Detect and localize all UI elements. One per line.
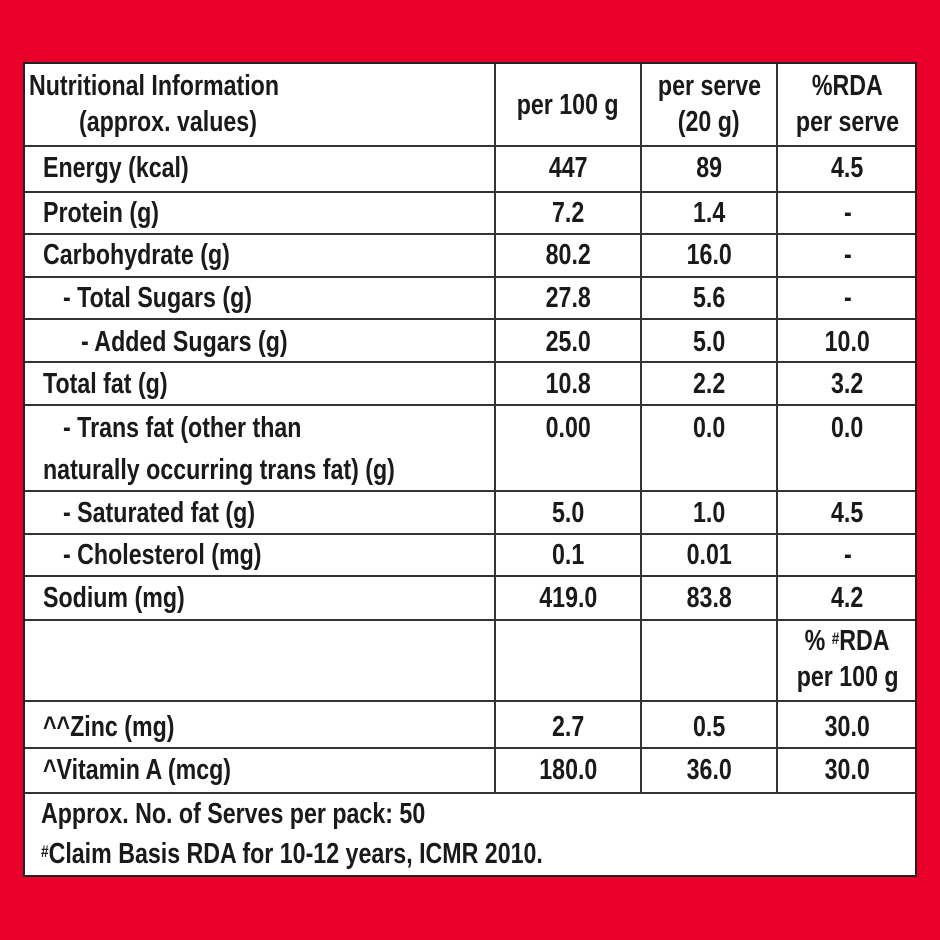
table-row: Total fat (g) 10.8 2.2 3.2 [25, 363, 915, 406]
micronutrient-subheader-row: % #RDA per 100 g [25, 621, 915, 702]
nutrient-name: - Total Sugars (g) [63, 282, 253, 314]
nutrient-name: - Cholesterol (mg) [63, 539, 262, 571]
nutrient-name: Total fat (g) [43, 368, 168, 400]
value-per-serve: 1.0 [640, 492, 776, 533]
value-per-100g: 0.1 [494, 535, 640, 575]
nutrient-name: Protein (g) [43, 197, 159, 229]
hash-footnote-marker: # [832, 629, 840, 648]
header-nutritional-information: Nutritional Information (approx. values) [25, 64, 494, 145]
header-rda-per-100g: % #RDA per 100 g [776, 621, 917, 700]
nutrient-name: - Trans fat (other than naturally occurr… [43, 412, 395, 486]
value-rda: - [776, 278, 917, 318]
value-rda: 0.0 [776, 406, 917, 490]
nutrient-name: Energy (kcal) [43, 152, 189, 184]
table-row: - Total Sugars (g) 27.8 5.6 - [25, 278, 915, 320]
table-row: - Added Sugars (g) 25.0 5.0 10.0 [25, 320, 915, 363]
value-per-serve: 5.0 [640, 320, 776, 361]
value-per-serve: 0.5 [640, 702, 776, 747]
nutrient-name: Sodium (mg) [43, 582, 185, 614]
table-row: Carbohydrate (g) 80.2 16.0 - [25, 235, 915, 278]
claim-basis-note: #Claim Basis RDA for 10-12 years, ICMR 2… [41, 838, 543, 870]
value-rda: 4.5 [776, 147, 917, 191]
empty-cell [640, 621, 776, 700]
table-row: - Trans fat (other than naturally occurr… [25, 406, 915, 492]
header-per-serve-line1: per serve [657, 70, 761, 102]
value-per-100g: 80.2 [494, 235, 640, 276]
table-row: Protein (g) 7.2 1.4 - [25, 193, 915, 235]
header-title-line2: (approx. values) [79, 106, 257, 138]
nutrient-name: - Saturated fat (g) [63, 497, 256, 529]
header-per-serve: per serve (20 g) [640, 64, 776, 145]
value-rda: - [776, 235, 917, 276]
table-row: Energy (kcal) 447 89 4.5 [25, 147, 915, 193]
table-row: - Saturated fat (g) 5.0 1.0 4.5 [25, 492, 915, 535]
value-per-serve: 16.0 [640, 235, 776, 276]
value-rda: 30.0 [776, 749, 917, 792]
value-per-100g: 419.0 [494, 577, 640, 619]
value-rda: - [776, 535, 917, 575]
value-rda: 10.0 [776, 320, 917, 361]
header-per-serve-line2: (20 g) [678, 106, 740, 138]
empty-cell [25, 621, 494, 700]
table-header-row: Nutritional Information (approx. values)… [25, 64, 915, 147]
header-rda-line1: %RDA [812, 70, 883, 102]
value-per-100g: 10.8 [494, 363, 640, 404]
table-row: ^Vitamin A (mcg) 180.0 36.0 30.0 [25, 749, 915, 794]
value-per-100g: 0.00 [494, 406, 640, 490]
nutrient-name: ^Vitamin A (mcg) [43, 754, 232, 786]
nutrient-name: ^^Zinc (mg) [43, 711, 175, 743]
value-per-serve: 5.6 [640, 278, 776, 318]
header-per-100g: per 100 g [494, 64, 640, 145]
value-per-serve: 83.8 [640, 577, 776, 619]
table-footer: Approx. No. of Serves per pack: 50 #Clai… [25, 794, 915, 877]
header-rda-per-serve: %RDA per serve [776, 64, 917, 145]
value-per-serve: 0.01 [640, 535, 776, 575]
nutrition-table: Nutritional Information (approx. values)… [23, 62, 917, 877]
value-rda: 3.2 [776, 363, 917, 404]
value-per-100g: 447 [494, 147, 640, 191]
value-per-serve: 0.0 [640, 406, 776, 490]
value-per-100g: 180.0 [494, 749, 640, 792]
serves-per-pack: Approx. No. of Serves per pack: 50 [41, 798, 426, 830]
header-title-line1: Nutritional Information [29, 70, 280, 102]
table-row: Sodium (mg) 419.0 83.8 4.2 [25, 577, 915, 621]
value-per-100g: 25.0 [494, 320, 640, 361]
value-per-100g: 27.8 [494, 278, 640, 318]
value-per-serve: 2.2 [640, 363, 776, 404]
hash-footnote-marker: # [41, 842, 49, 861]
value-rda: 30.0 [776, 702, 917, 747]
value-rda: - [776, 193, 917, 233]
nutrient-name: Carbohydrate (g) [43, 239, 230, 271]
value-per-100g: 7.2 [494, 193, 640, 233]
nutrient-name: - Added Sugars (g) [81, 326, 288, 358]
header-rda-line2: per serve [795, 106, 900, 138]
table-row: - Cholesterol (mg) 0.1 0.01 - [25, 535, 915, 577]
value-per-serve: 1.4 [640, 193, 776, 233]
value-per-100g: 5.0 [494, 492, 640, 533]
value-rda: 4.2 [776, 577, 917, 619]
value-per-serve: 36.0 [640, 749, 776, 792]
header-per-100g-label: per 100 g [517, 89, 619, 121]
value-per-100g: 2.7 [494, 702, 640, 747]
value-rda: 4.5 [776, 492, 917, 533]
value-per-serve: 89 [640, 147, 776, 191]
empty-cell [494, 621, 640, 700]
table-row: ^^Zinc (mg) 2.7 0.5 30.0 [25, 702, 915, 749]
